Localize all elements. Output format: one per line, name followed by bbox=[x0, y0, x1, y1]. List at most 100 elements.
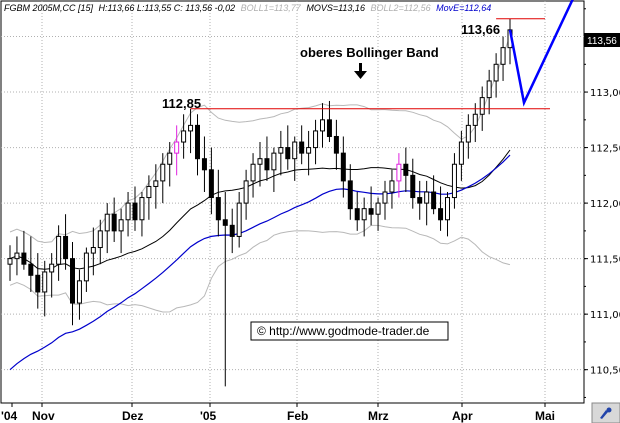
candle-body bbox=[340, 152, 346, 182]
x-tick-label: Mrz bbox=[368, 409, 389, 423]
candle-body bbox=[354, 208, 360, 221]
price-badge-text: 113,56 bbox=[587, 36, 617, 47]
candle-body bbox=[35, 274, 41, 293]
candle-body bbox=[264, 158, 270, 171]
candle-body bbox=[375, 202, 381, 215]
y-tick-label: 112,50 bbox=[590, 144, 620, 155]
level-label-113-66: 113,66 bbox=[461, 22, 500, 37]
candle-body bbox=[445, 197, 450, 221]
candle-body bbox=[153, 180, 159, 187]
candle-body bbox=[313, 130, 319, 149]
candle-body bbox=[229, 224, 235, 237]
candle-body bbox=[146, 185, 152, 199]
source-box bbox=[250, 321, 449, 341]
candle-body bbox=[28, 263, 34, 276]
candle-body bbox=[368, 208, 374, 215]
resistance-lines bbox=[190, 18, 550, 110]
candle-body bbox=[160, 163, 166, 182]
candle-body bbox=[326, 119, 332, 137]
candle-body bbox=[417, 197, 423, 204]
candle-body bbox=[167, 152, 173, 165]
candle-body bbox=[21, 252, 27, 265]
y-tick-label: 111,00 bbox=[590, 310, 620, 321]
candle-body bbox=[215, 197, 221, 221]
candle-body bbox=[125, 202, 131, 221]
grid-lines bbox=[1, 1, 584, 403]
candle-body bbox=[403, 163, 409, 176]
candle-body bbox=[333, 135, 339, 154]
candle-body bbox=[132, 202, 138, 221]
candle-body bbox=[243, 180, 249, 204]
price-badge bbox=[584, 33, 620, 47]
candle-body bbox=[410, 174, 416, 199]
candle-body bbox=[7, 258, 13, 265]
candle-body bbox=[396, 163, 402, 182]
candle-body bbox=[56, 235, 62, 265]
level-label-112-85: 112,85 bbox=[162, 96, 201, 111]
x-tick-label: '04 bbox=[1, 409, 18, 423]
candle-body bbox=[320, 119, 325, 132]
candle-body bbox=[299, 141, 305, 154]
header-boll1: BOLL1=113,77 bbox=[241, 3, 302, 13]
candle-body bbox=[306, 147, 312, 154]
candle-body bbox=[257, 158, 263, 165]
candle-body bbox=[97, 230, 103, 249]
candle-body bbox=[208, 169, 214, 199]
header-symbol: FGBM 2005M,CC [15] bbox=[4, 3, 94, 13]
candle-body bbox=[83, 252, 89, 282]
candle-body bbox=[472, 113, 478, 126]
candle-body bbox=[201, 158, 207, 171]
candle-body bbox=[236, 202, 242, 237]
x-tick-label: Apr bbox=[452, 409, 473, 423]
y-tick-label: 112,00 bbox=[590, 199, 620, 210]
y-tick-label: 111,50 bbox=[590, 255, 620, 266]
x-axis: '04 Nov Dez '05 Feb Mrz Apr Mai bbox=[1, 403, 555, 423]
candle-body bbox=[493, 63, 499, 82]
candle-body bbox=[63, 235, 69, 260]
candle-body bbox=[14, 252, 20, 260]
candlesticks bbox=[7, 18, 513, 387]
header-text: FGBM 2005M,CC [15] H:113,66 L:113,55 C: … bbox=[4, 3, 491, 13]
header-boll2: BOLL2=112,56 bbox=[370, 3, 430, 13]
candle-body bbox=[458, 141, 464, 165]
y-tick-label: 110,50 bbox=[590, 366, 620, 377]
chart-settings-icon[interactable] bbox=[600, 407, 612, 420]
candle-body bbox=[118, 219, 124, 232]
candle-body bbox=[500, 47, 506, 65]
plot-frame bbox=[0, 0, 585, 404]
candle-body bbox=[70, 258, 75, 304]
candle-body bbox=[49, 263, 55, 273]
x-tick-label: Nov bbox=[32, 409, 55, 423]
candle-body bbox=[424, 191, 430, 204]
header-move: MovE=112,64 bbox=[436, 3, 491, 13]
candle-body bbox=[438, 208, 444, 221]
candle-body bbox=[278, 147, 284, 154]
candle-body bbox=[42, 271, 48, 293]
projection-line bbox=[508, 0, 574, 107]
candle-body bbox=[104, 213, 110, 232]
down-arrow-icon bbox=[354, 63, 367, 79]
candle-body bbox=[271, 152, 277, 171]
candle-body bbox=[195, 124, 200, 160]
candle-body bbox=[451, 163, 457, 199]
x-tick-label: Dez bbox=[122, 409, 143, 423]
y-tick-label: 113,00 bbox=[590, 88, 620, 99]
candle-body bbox=[292, 141, 298, 160]
candle-body bbox=[174, 141, 180, 154]
candle-body bbox=[139, 197, 145, 221]
candle-body bbox=[111, 213, 117, 232]
x-tick-label: Mai bbox=[535, 409, 555, 423]
candle-body bbox=[181, 130, 187, 143]
candle-body bbox=[285, 147, 291, 160]
candle-body bbox=[347, 180, 353, 210]
source-link[interactable]: © http://www.godmode-trader.de bbox=[257, 324, 430, 338]
candle-body bbox=[465, 124, 471, 143]
candle-body bbox=[222, 219, 228, 226]
candle-body bbox=[486, 80, 492, 99]
bollinger-lower-line bbox=[9, 224, 511, 313]
x-tick-label: '05 bbox=[200, 409, 217, 423]
bollinger-annotation: oberes Bollinger Band bbox=[300, 45, 439, 60]
x-tick-label: Feb bbox=[287, 409, 308, 423]
